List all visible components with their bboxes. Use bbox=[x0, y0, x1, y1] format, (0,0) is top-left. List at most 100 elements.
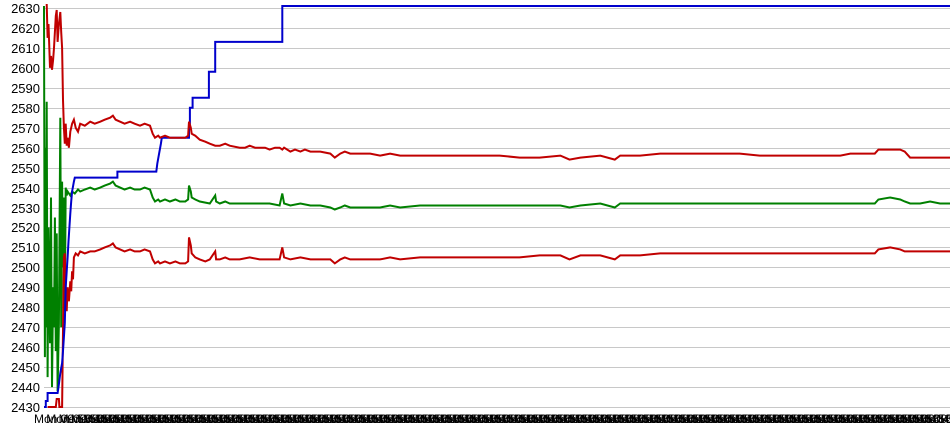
x-tick-label: Mon 09:58:43 bbox=[329, 412, 403, 426]
x-tick-label: Mon 09:58:43 bbox=[231, 412, 305, 426]
x-tick-label: Mon 09:58:43 bbox=[182, 412, 256, 426]
x-tick-label: Mon 09:58:43 bbox=[452, 412, 526, 426]
x-tick-label: Mon 09:58:43 bbox=[858, 412, 932, 426]
y-tick-label: 2610 bbox=[11, 41, 40, 56]
x-tick-label: Mon 09:58:43 bbox=[219, 412, 293, 426]
y-tick-label: 2570 bbox=[11, 121, 40, 136]
y-tick-label: 2600 bbox=[11, 61, 40, 76]
x-tick-label: Mon 09:58:43 bbox=[342, 412, 416, 426]
x-tick-label: Mon 09:58:43 bbox=[415, 412, 489, 426]
x-tick-label: Mon 09:58:43 bbox=[305, 412, 379, 426]
x-tick-label: Mon 09:58:43 bbox=[292, 412, 366, 426]
x-tick-label: Mon 09:58:43 bbox=[120, 412, 194, 426]
x-tick-label: Mon 09:58:43 bbox=[723, 412, 797, 426]
x-tick-label: Mon 09:58:43 bbox=[624, 412, 698, 426]
x-tick-label: Mon 09:58:43 bbox=[907, 412, 950, 426]
x-tick-label: Mon 09:58:43 bbox=[465, 412, 539, 426]
x-tick-label: Mon 09:58:43 bbox=[145, 412, 219, 426]
y-axis-labels: 2430 2440 2450 2460 2470 2480 2490 2500 2510 2520… bbox=[11, 1, 40, 415]
x-tick-label: Mon 09:58:43 bbox=[649, 412, 723, 426]
x-tick-label: Mon 09:58:43 bbox=[821, 412, 895, 426]
x-tick-label: Mon 09:58:43 bbox=[612, 412, 686, 426]
x-tick-label: Mon 09:58:43 bbox=[243, 412, 317, 426]
y-tick-label: 2470 bbox=[11, 320, 40, 335]
x-tick-label: Mon 09:58:43 bbox=[255, 412, 329, 426]
x-tick-label: Mon 09:58:43 bbox=[477, 412, 551, 426]
series-blue-step-line bbox=[44, 5, 950, 408]
series-red-upper-line bbox=[45, 3, 950, 161]
x-tick-label: Mon 09:58:43 bbox=[280, 412, 354, 426]
gridlines bbox=[44, 8, 950, 408]
x-tick-label: Mon 09:58:43 bbox=[551, 412, 625, 426]
x-tick-label: Mon 09:58:43 bbox=[206, 412, 280, 426]
y-tick-label: 2620 bbox=[11, 21, 40, 36]
x-tick-label: Mon 09:58:43 bbox=[46, 412, 120, 426]
x-tick-label: Mon 09:58:43 bbox=[698, 412, 772, 426]
y-tick-label: 2480 bbox=[11, 300, 40, 315]
x-tick-label: Mon 09:58:43 bbox=[588, 412, 662, 426]
x-tick-label: Mon 09:58:43 bbox=[194, 412, 268, 426]
x-tick-label: Mon 09:58:43 bbox=[563, 412, 637, 426]
x-tick-label: Mon 09:58:43 bbox=[784, 412, 858, 426]
x-tick-label: Mon 09:58:43 bbox=[391, 412, 465, 426]
x-tick-label: Mon 09:58:43 bbox=[760, 412, 834, 426]
x-tick-label: Mon 09:58:43 bbox=[674, 412, 748, 426]
x-tick-label: Mon 09:58:43 bbox=[834, 412, 908, 426]
x-tick-label: Mon 09:58:43 bbox=[440, 412, 514, 426]
x-tick-label: Mon 09:58:43 bbox=[489, 412, 563, 426]
x-tick-label: Mon 09:58:43 bbox=[354, 412, 428, 426]
x-tick-label: Mon 09:58:43 bbox=[59, 412, 133, 426]
y-tick-label: 2580 bbox=[11, 101, 40, 116]
y-tick-label: 2450 bbox=[11, 360, 40, 375]
x-tick-label: Mon 09:58:43 bbox=[96, 412, 170, 426]
y-tick-label: 2540 bbox=[11, 181, 40, 196]
x-tick-label: Mon 09:58:43 bbox=[378, 412, 452, 426]
y-tick-label: 2630 bbox=[11, 1, 40, 16]
x-tick-label: Mon 09:58:43 bbox=[34, 412, 108, 426]
x-tick-label: Mon 09:58:43 bbox=[920, 412, 950, 426]
x-tick-label: Mon 09:58:43 bbox=[735, 412, 809, 426]
y-tick-label: 2430 bbox=[11, 400, 40, 415]
x-tick-label: Mon 09:58:43 bbox=[83, 412, 157, 426]
x-tick-label: Mon 09:58:43 bbox=[132, 412, 206, 426]
y-tick-label: 2590 bbox=[11, 81, 40, 96]
y-tick-label: 2490 bbox=[11, 280, 40, 295]
x-tick-label: Mon 09:58:43 bbox=[514, 412, 588, 426]
series-red-lower-line bbox=[47, 237, 950, 408]
x-tick-label: Mon 09:58:43 bbox=[661, 412, 735, 426]
x-tick-label: Mon 09:58:43 bbox=[846, 412, 920, 426]
series-lines bbox=[43, 3, 950, 408]
series-green-middle-line bbox=[43, 5, 950, 392]
x-tick-label: Mon 09:58:43 bbox=[772, 412, 846, 426]
x-tick-label: Mon 09:58:43 bbox=[747, 412, 821, 426]
x-tick-label: Mon 09:58:43 bbox=[809, 412, 883, 426]
x-tick-label: Mon 09:58:43 bbox=[797, 412, 871, 426]
y-tick-label: 2520 bbox=[11, 220, 40, 235]
x-tick-label: Mon 09:58:43 bbox=[575, 412, 649, 426]
y-tick-label: 2440 bbox=[11, 380, 40, 395]
x-tick-label: Mon 09:58:43 bbox=[883, 412, 950, 426]
x-tick-label: Mon 09:58:43 bbox=[895, 412, 950, 426]
x-tick-label: Mon 09:58:43 bbox=[870, 412, 944, 426]
y-tick-label: 2530 bbox=[11, 201, 40, 216]
y-tick-label: 2550 bbox=[11, 161, 40, 176]
x-tick-label: Mon 09:58:43 bbox=[637, 412, 711, 426]
x-tick-label: Mon 09:58:43 bbox=[501, 412, 575, 426]
x-tick-label: Mon 09:58:43 bbox=[711, 412, 785, 426]
x-tick-label: Mon 09:58:43 bbox=[366, 412, 440, 426]
x-tick-label: Mon 09:58:43 bbox=[71, 412, 145, 426]
y-tick-label: 2560 bbox=[11, 141, 40, 156]
x-tick-label: Mon 09:58:43 bbox=[428, 412, 502, 426]
y-tick-label: 2460 bbox=[11, 340, 40, 355]
x-tick-label: Mon 09:58:43 bbox=[317, 412, 391, 426]
x-tick-label: Mon 09:58:43 bbox=[169, 412, 243, 426]
x-tick-label: Mon 09:58:43 bbox=[686, 412, 760, 426]
x-tick-label: Mon 09:58:43 bbox=[268, 412, 342, 426]
x-tick-label: Mon 09:58:43 bbox=[526, 412, 600, 426]
x-tick-label: Mon 09:58:43 bbox=[600, 412, 674, 426]
x-tick-label: Mon 09:58:43 bbox=[157, 412, 231, 426]
x-tick-label: Mon 09:58:43 bbox=[108, 412, 182, 426]
